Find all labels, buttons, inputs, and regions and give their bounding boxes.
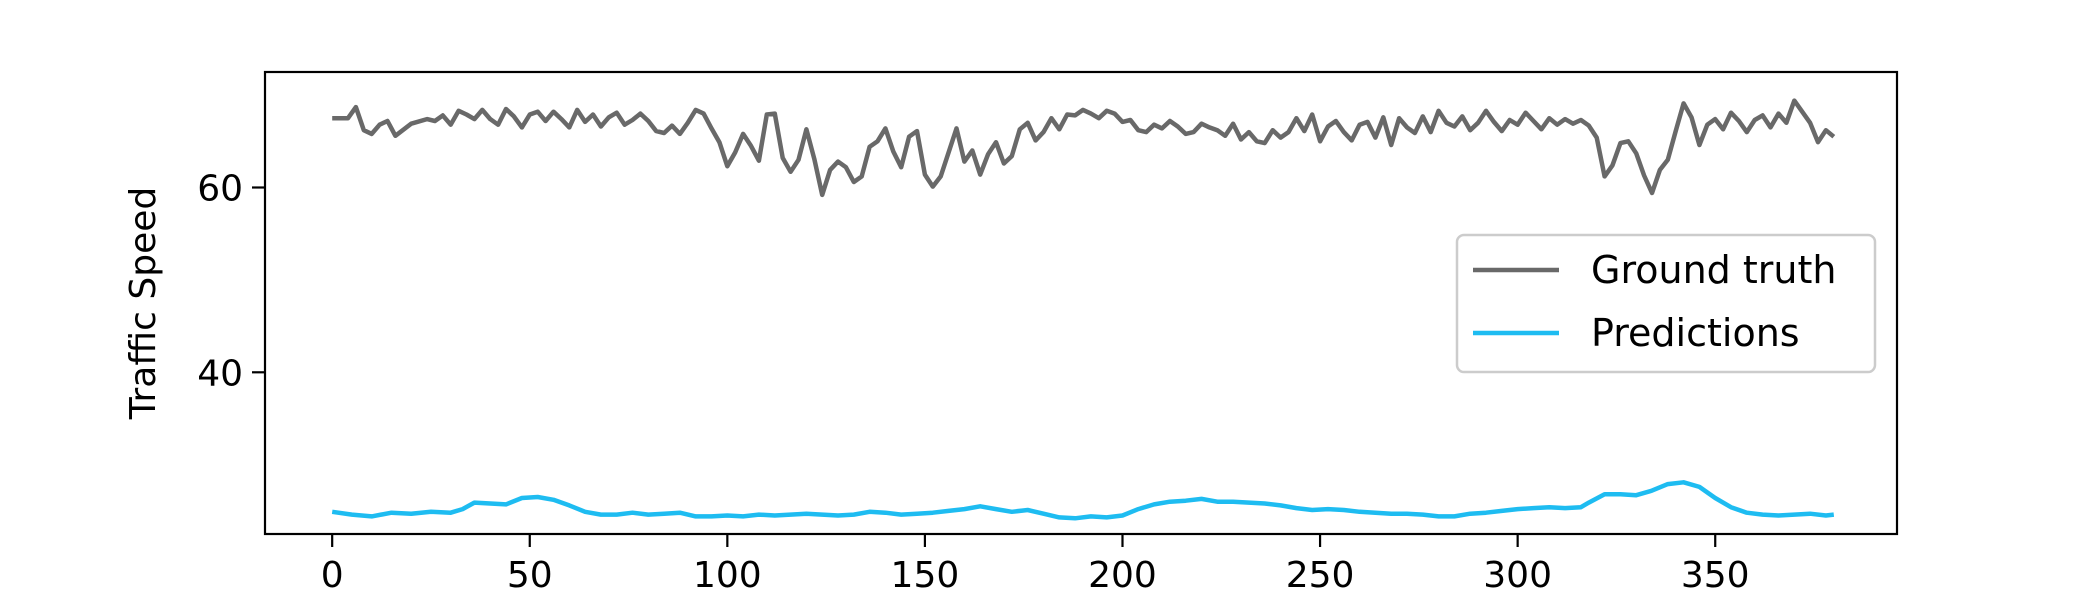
x-tick-label: 200	[1088, 555, 1157, 596]
y-axis: 40 60	[197, 169, 265, 394]
x-tick-label: 150	[891, 555, 960, 596]
y-axis-label: Traffic Speed	[123, 187, 164, 420]
legend-label-predictions: Predictions	[1591, 311, 1800, 355]
x-tick-label: 50	[507, 555, 553, 596]
plot-area-frame	[263, 70, 1899, 536]
legend: Ground truth Predictions	[1455, 233, 1877, 374]
x-tick-label: 350	[1681, 555, 1750, 596]
legend-label-ground-truth: Ground truth	[1591, 248, 1836, 292]
x-axis: 0 50 100 150 200 250 300 350	[321, 534, 1750, 596]
series-line-predictions	[331, 480, 1835, 521]
legend-box	[1455, 233, 1877, 374]
y-tick-label: 60	[197, 169, 243, 210]
x-tick-label: 0	[321, 555, 344, 596]
x-tick-label: 100	[693, 555, 762, 596]
y-tick-label: 40	[197, 353, 243, 394]
x-tick-label: 250	[1286, 555, 1355, 596]
plot-series-group	[331, 98, 1836, 521]
series-line-ground-truth	[332, 98, 1836, 198]
x-tick-label: 300	[1483, 555, 1552, 596]
